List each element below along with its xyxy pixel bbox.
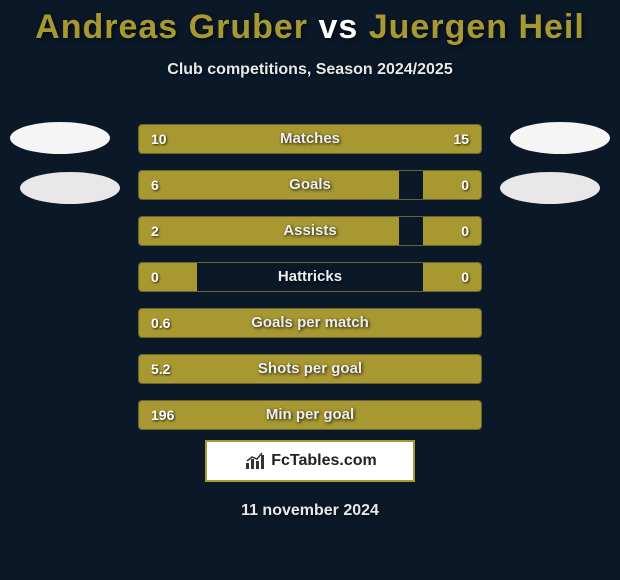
branding-box: FcTables.com	[205, 440, 415, 482]
stat-row: Shots per goal5.2	[138, 354, 482, 384]
stat-row: Assists2 0	[138, 216, 482, 246]
stat-label: Shots per goal	[139, 355, 481, 384]
stat-label: Assists	[139, 217, 481, 246]
stat-value-left: 0.6	[151, 309, 170, 338]
page-title: Andreas Gruber vs Juergen Heil	[0, 0, 620, 47]
player1-name: Andreas Gruber	[35, 8, 308, 46]
stat-row: Min per goal196	[138, 400, 482, 430]
chart-icon	[243, 451, 267, 471]
stat-row: Goals6 0	[138, 170, 482, 200]
comparison-chart: Matches1015Goals60Assists20Hattricks00Go…	[138, 124, 482, 446]
stat-value-left: 196	[151, 401, 174, 430]
stat-value-left: 10	[151, 125, 167, 154]
stat-value-right: 0	[461, 217, 469, 246]
team-badge-right-2	[500, 172, 600, 204]
vs-separator: vs	[318, 8, 358, 46]
stat-label: Goals per match	[139, 309, 481, 338]
stat-row: Hattricks0 0	[138, 262, 482, 292]
stat-value-left: 0	[151, 263, 159, 292]
stat-label: Hattricks	[139, 263, 481, 292]
stat-row: Goals per match0.6	[138, 308, 482, 338]
team-badge-left-2	[20, 172, 120, 204]
stat-label: Matches	[139, 125, 481, 154]
player2-name: Juergen Heil	[369, 8, 585, 46]
stat-row: Matches10 15	[138, 124, 482, 154]
team-badge-right-1	[510, 122, 610, 154]
stat-value-right: 0	[461, 171, 469, 200]
stat-value-left: 5.2	[151, 355, 170, 384]
stat-value-left: 2	[151, 217, 159, 246]
date-text: 11 november 2024	[0, 502, 620, 520]
branding-text: FcTables.com	[271, 452, 377, 470]
stat-value-right: 15	[453, 125, 469, 154]
stat-label: Goals	[139, 171, 481, 200]
team-badge-left-1	[10, 122, 110, 154]
subtitle: Club competitions, Season 2024/2025	[0, 61, 620, 79]
stat-value-left: 6	[151, 171, 159, 200]
stat-value-right: 0	[461, 263, 469, 292]
stat-label: Min per goal	[139, 401, 481, 430]
